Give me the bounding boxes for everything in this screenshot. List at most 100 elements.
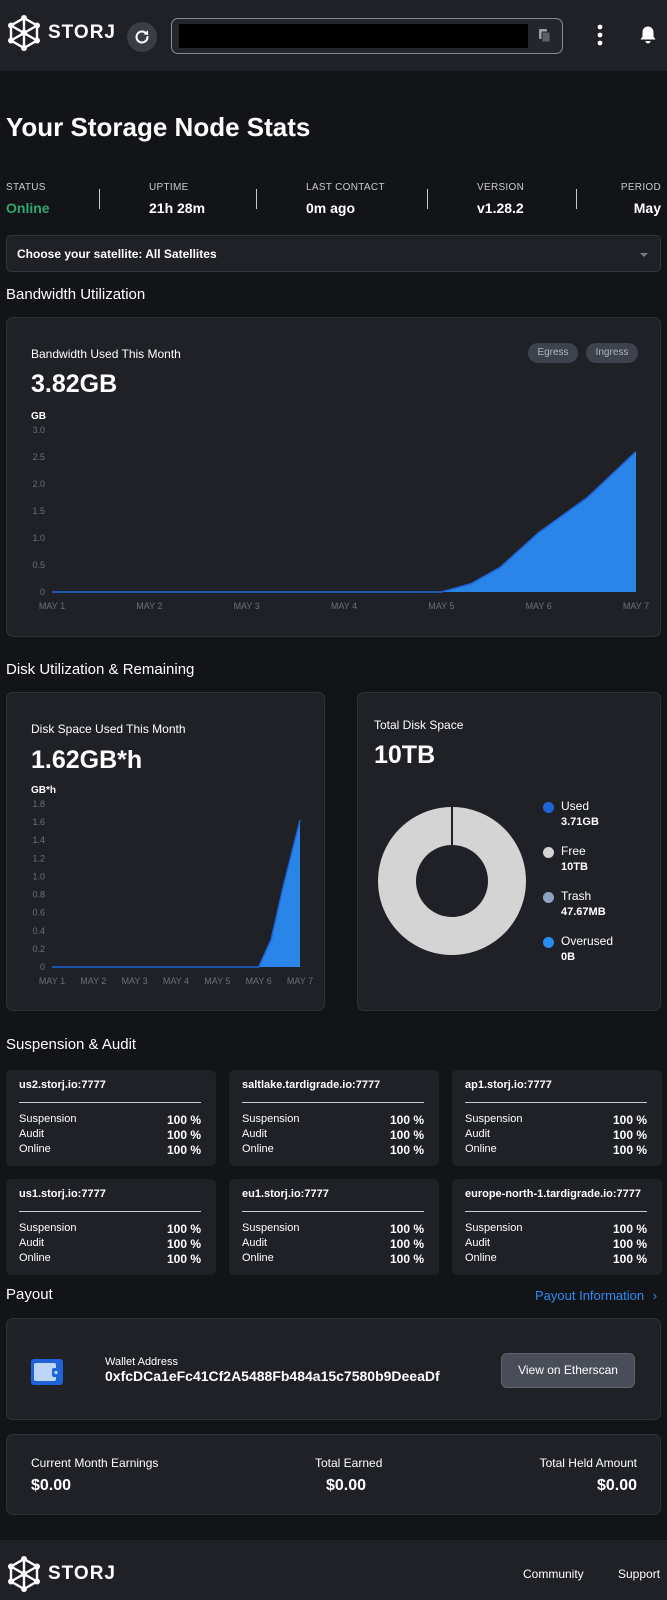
y-tick-label: 1.0 <box>32 871 45 881</box>
y-tick-label: 1.5 <box>32 506 45 516</box>
area-series <box>52 820 300 967</box>
payout-section-title: Payout <box>6 1286 53 1303</box>
audit-value: 100 % <box>389 1237 424 1251</box>
logo-text: STORJ <box>48 22 117 43</box>
y-tick-label: 1.4 <box>32 835 45 845</box>
suspension-value: 100 % <box>166 1113 201 1127</box>
storj-logo-icon <box>8 15 40 51</box>
view-on-etherscan-button[interactable]: View on Etherscan <box>501 1353 635 1388</box>
legend-dot <box>543 847 554 858</box>
audit-value: 100 % <box>166 1128 201 1142</box>
y-tick-label: 0.8 <box>32 890 45 900</box>
bandwidth-unit: GB <box>31 411 46 422</box>
satellite-name: us2.storj.io:7777 <box>19 1079 106 1091</box>
y-tick-label: 0.5 <box>32 560 45 570</box>
online-label: Online <box>465 1252 497 1264</box>
footer-logo-text: STORJ <box>48 1563 117 1584</box>
y-tick-label: 0 <box>40 962 45 972</box>
suspension-value: 100 % <box>389 1222 424 1236</box>
total-disk-title: Total Disk Space <box>374 718 464 732</box>
legend-name: Used <box>561 799 590 813</box>
disk-section-title: Disk Utilization & Remaining <box>6 661 195 678</box>
footer-logo[interactable]: STORJ <box>6 1556 116 1592</box>
wallet-address-value: 0xfcDCa1eFc41Cf2A5488Fb484a15c7580b9Deea… <box>105 1368 440 1384</box>
satellite-select-label: Choose your satellite: All Satellites <box>17 247 217 261</box>
more-vertical-icon[interactable] <box>596 24 604 46</box>
bandwidth-chart: 0 0.5 1.0 1.5 2.0 2.5 3.0 MAY 1 MAY 2 MAY 3 MAY 4 M… <box>32 425 649 611</box>
series-line <box>52 820 301 968</box>
satellite-card: ap1.storj.io:7777 Suspension 100 % Audit 100… <box>452 1070 662 1166</box>
stat-divider <box>256 189 257 209</box>
current-month-earnings-label: Current Month Earnings <box>31 1456 159 1470</box>
satellite-name: europe-north-1.tardigrade.io:7777 <box>465 1188 642 1200</box>
x-tick-label: MAY 2 <box>80 976 106 986</box>
y-tick-label: 2.5 <box>32 452 45 462</box>
chevron-down-icon <box>640 253 648 257</box>
audit-label: Audit <box>19 1237 45 1249</box>
suspension-value: 100 % <box>166 1222 201 1236</box>
bandwidth-section-title: Bandwidth Utilization <box>6 286 146 303</box>
total-disk-value: 10TB <box>374 741 436 769</box>
wallet-icon <box>31 1359 63 1385</box>
audit-value: 100 % <box>612 1237 647 1251</box>
audit-label: Audit <box>242 1237 268 1249</box>
y-tick-label: 1.6 <box>32 817 45 827</box>
support-link[interactable]: Support <box>618 1567 661 1581</box>
legend-dot <box>543 892 554 903</box>
area-series <box>52 451 636 592</box>
total-earned-label: Total Earned <box>315 1456 383 1470</box>
stat-status: STATUS Online <box>6 182 50 216</box>
suspension-label: Suspension <box>242 1222 300 1234</box>
audit-value: 100 % <box>166 1237 201 1251</box>
copy-icon[interactable] <box>538 28 552 43</box>
refresh-icon <box>135 30 149 44</box>
audit-label: Audit <box>19 1128 45 1140</box>
storj-logo[interactable]: STORJ <box>6 15 116 51</box>
satellite-name: us1.storj.io:7777 <box>19 1188 106 1200</box>
current-month-earnings-value: $0.00 <box>31 1477 72 1494</box>
audit-value: 100 % <box>389 1128 424 1142</box>
stat-label: PERIOD <box>620 182 661 193</box>
ingress-toggle[interactable]: Ingress <box>586 343 638 363</box>
node-id-field[interactable] <box>171 18 563 54</box>
legend-amount: 47.67MB <box>561 906 606 918</box>
stat-version: VERSION v1.28.2 <box>477 182 524 216</box>
online-value: 100 % <box>389 1143 424 1157</box>
x-tick-label: MAY 3 <box>234 601 260 611</box>
online-label: Online <box>19 1252 51 1264</box>
satellite-divider <box>465 1102 647 1103</box>
last-contact-value: 0m ago <box>306 200 356 216</box>
total-held-value: $0.00 <box>596 1477 637 1494</box>
stat-label: LAST CONTACT <box>306 182 385 193</box>
bell-icon[interactable] <box>639 25 657 45</box>
stat-divider <box>99 189 100 209</box>
y-tick-label: 1.8 <box>32 799 45 809</box>
refresh-button[interactable] <box>127 22 157 52</box>
satellite-name: ap1.storj.io:7777 <box>465 1079 552 1091</box>
donut-slice-free <box>378 807 526 955</box>
page-title: Your Storage Node Stats <box>6 112 311 142</box>
suspension-label: Suspension <box>19 1113 77 1125</box>
satellite-divider <box>19 1102 201 1103</box>
suspension-label: Suspension <box>19 1222 77 1234</box>
x-tick-label: MAY 7 <box>623 601 649 611</box>
x-tick-label: MAY 6 <box>526 601 552 611</box>
disk-usage-chart: 0 0.2 0.4 0.6 0.8 1.0 1.2 1.4 1.6 1.8 MAY 1 MAY 2 MA… <box>32 799 313 986</box>
status-value: Online <box>6 200 50 216</box>
x-tick-label: MAY 1 <box>39 601 65 611</box>
x-tick-label: MAY 4 <box>163 976 189 986</box>
egress-toggle[interactable]: Egress <box>528 343 578 363</box>
node-id-redacted <box>179 24 528 48</box>
x-tick-label: MAY 2 <box>136 601 162 611</box>
payout-information-link[interactable]: Payout Information › <box>535 1288 657 1303</box>
series-line <box>52 451 637 593</box>
satellite-select[interactable]: Choose your satellite: All Satellites <box>6 235 661 272</box>
community-link[interactable]: Community <box>523 1567 584 1581</box>
online-label: Online <box>19 1143 51 1155</box>
y-tick-label: 3.0 <box>32 425 45 435</box>
disk-card-title: Disk Space Used This Month <box>31 722 186 736</box>
y-tick-label: 1.2 <box>32 853 45 863</box>
version-value: v1.28.2 <box>477 200 524 216</box>
wallet-address-label: Wallet Address <box>105 1356 178 1368</box>
stat-label: STATUS <box>6 182 46 193</box>
